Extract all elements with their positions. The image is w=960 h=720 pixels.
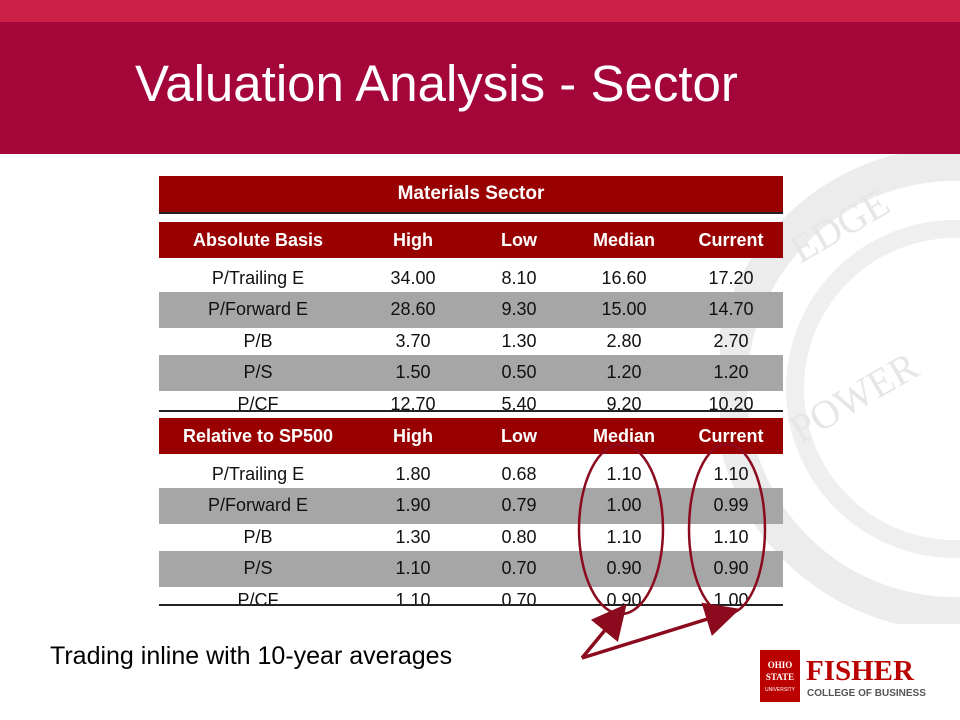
metric-label: P/B bbox=[243, 526, 273, 547]
metric-label: P/Forward E bbox=[207, 495, 309, 515]
metric-label: P/Forward E bbox=[207, 299, 309, 319]
svg-text:UNIVERSITY: UNIVERSITY bbox=[765, 687, 796, 693]
metric-value: 0.70 bbox=[501, 589, 537, 610]
metric-value: 2.80 bbox=[606, 330, 642, 351]
column-header: Median bbox=[592, 229, 655, 250]
metric-label: P/CF bbox=[237, 393, 279, 414]
svg-text:STATE: STATE bbox=[766, 672, 794, 682]
metric-value: 28.60 bbox=[390, 299, 436, 319]
table-divider bbox=[159, 212, 783, 214]
column-header: Absolute Basis bbox=[192, 229, 324, 250]
metric-value: 1.30 bbox=[395, 526, 431, 547]
metric-value: 5.40 bbox=[501, 393, 537, 414]
metric-value: 1.10 bbox=[606, 463, 642, 484]
table-row: P/CF 12.70 5.40 9.20 10.20 bbox=[159, 386, 783, 422]
metric-value: 0.70 bbox=[501, 558, 537, 578]
metric-value: 1.90 bbox=[395, 495, 431, 515]
metric-value: 0.99 bbox=[713, 495, 749, 515]
metric-label: P/S bbox=[243, 558, 273, 578]
metric-value: 1.10 bbox=[713, 526, 749, 547]
metric-value: 1.10 bbox=[395, 589, 431, 610]
column-header: Median bbox=[592, 425, 655, 446]
metric-value: 0.90 bbox=[606, 558, 642, 578]
metric-value: 0.50 bbox=[501, 362, 537, 382]
metric-value: 1.10 bbox=[395, 558, 431, 578]
metric-label: P/Trailing E bbox=[211, 267, 305, 288]
metric-value: 15.00 bbox=[601, 299, 647, 319]
column-header: Low bbox=[501, 425, 537, 446]
slide-title: Valuation Analysis - Sector bbox=[135, 55, 738, 112]
metric-value: 3.70 bbox=[395, 330, 431, 351]
metric-value: 1.80 bbox=[395, 463, 431, 484]
metric-value: 34.00 bbox=[390, 267, 436, 288]
table-divider bbox=[159, 410, 783, 412]
svg-text:FISHER: FISHER bbox=[806, 655, 915, 687]
column-header: Current bbox=[698, 229, 764, 250]
table-row: P/B 3.70 1.30 2.80 2.70 bbox=[159, 323, 783, 359]
metric-value: 0.79 bbox=[501, 495, 537, 515]
metric-value: 0.90 bbox=[606, 589, 642, 610]
metric-value: 1.10 bbox=[713, 463, 749, 484]
column-header: Relative to SP500 bbox=[182, 425, 334, 446]
metric-value: 1.20 bbox=[606, 362, 642, 382]
metric-value: 1.50 bbox=[395, 362, 431, 382]
column-header: High bbox=[393, 229, 433, 250]
metric-label: P/S bbox=[243, 362, 273, 382]
metric-value: 0.80 bbox=[501, 526, 537, 547]
table-row: P/Trailing E 34.00 8.10 16.60 17.20 bbox=[159, 260, 783, 296]
metric-value: 2.70 bbox=[713, 330, 749, 351]
metric-value: 9.20 bbox=[606, 393, 642, 414]
metric-value: 1.20 bbox=[713, 362, 749, 382]
metric-value: 10.20 bbox=[708, 393, 754, 414]
metric-value: 0.68 bbox=[501, 463, 537, 484]
median-arrow bbox=[580, 603, 627, 660]
metric-value: 1.00 bbox=[606, 495, 642, 515]
table-title: Materials Sector bbox=[159, 176, 783, 212]
table-divider bbox=[159, 604, 783, 606]
table-header-row: Relative to SP500 High Low Median Current bbox=[159, 418, 783, 454]
metric-value: 9.30 bbox=[501, 299, 537, 319]
fisher-college-logo: OHIO STATE UNIVERSITY FISHER COLLEGE OF … bbox=[760, 650, 926, 702]
svg-text:OHIO: OHIO bbox=[768, 660, 793, 670]
table-row: P/Forward E 28.60 9.30 15.00 14.70 bbox=[159, 291, 783, 328]
top-accent-strip bbox=[0, 0, 960, 22]
column-header: Low bbox=[501, 229, 537, 250]
metric-value: 12.70 bbox=[390, 393, 436, 414]
metric-value: 0.90 bbox=[713, 558, 749, 578]
table-header-row: Absolute Basis High Low Median Current bbox=[159, 222, 783, 258]
metric-label: P/CF bbox=[237, 589, 279, 610]
metric-label: P/B bbox=[243, 330, 273, 351]
table-row: P/CF 1.10 0.70 0.90 1.00 bbox=[159, 582, 783, 618]
metric-label: P/Trailing E bbox=[211, 463, 305, 484]
metric-value: 1.10 bbox=[606, 526, 642, 547]
metric-value: 1.30 bbox=[501, 330, 537, 351]
metric-value: 14.70 bbox=[708, 299, 754, 319]
table-row: P/S 1.50 0.50 1.20 1.20 bbox=[159, 354, 783, 391]
svg-text:COLLEGE OF BUSINESS: COLLEGE OF BUSINESS bbox=[807, 688, 926, 699]
metric-value: 1.00 bbox=[713, 589, 749, 610]
current-arrow bbox=[581, 602, 741, 660]
column-header: Current bbox=[698, 425, 764, 446]
column-header: High bbox=[393, 425, 433, 446]
metric-value: 8.10 bbox=[501, 267, 537, 288]
metric-value: 17.20 bbox=[708, 267, 754, 288]
metric-value: 16.60 bbox=[601, 267, 647, 288]
annotation-caption: Trading inline with 10-year averages bbox=[50, 642, 453, 670]
title-bar bbox=[0, 22, 960, 154]
